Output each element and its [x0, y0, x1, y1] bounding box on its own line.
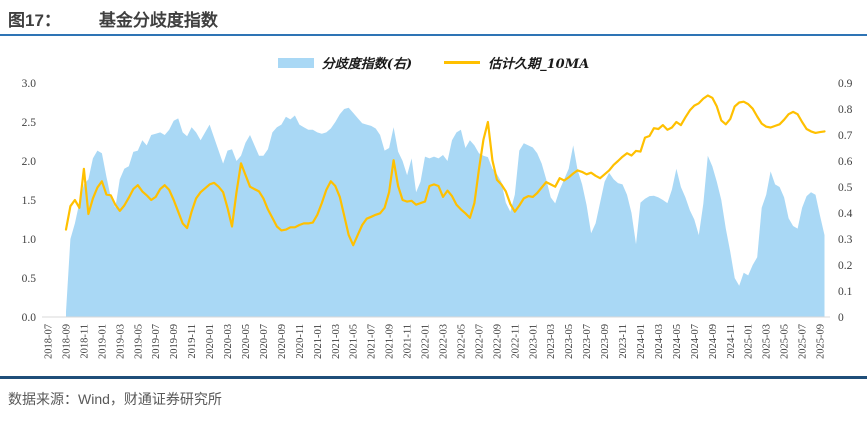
left-axis-tick-label: 2.5	[22, 117, 37, 129]
x-axis-tick-label: 2019-11	[187, 324, 198, 359]
x-axis-tick-label: 2024-01	[636, 324, 647, 359]
x-axis-tick-label: 2020-01	[205, 324, 216, 359]
x-axis-tick-label: 2023-01	[528, 324, 539, 359]
x-axis-tick-label: 2021-11	[403, 324, 414, 359]
legend-item-divergence-index: 分歧度指数(右)	[277, 53, 413, 72]
page-title: 基金分歧度指数	[98, 11, 218, 30]
x-axis-tick-label: 2019-05	[133, 324, 144, 359]
x-axis-tick-label: 2023-05	[564, 324, 575, 359]
data-source-note: 数据来源：Wind，财通证券研究所	[8, 391, 222, 407]
right-axis-tick-label: 0.4	[838, 208, 853, 220]
right-axis-tick-label: 0.6	[838, 156, 853, 168]
right-axis-tick-label: 0.3	[838, 234, 853, 246]
x-axis-tick-label: 2024-05	[672, 324, 683, 359]
x-axis-tick-label: 2024-07	[690, 324, 701, 359]
line-series-swatch	[444, 61, 481, 64]
x-axis-tick-label: 2024-09	[708, 324, 719, 359]
x-axis-tick-label: 2021-09	[385, 324, 396, 359]
left-axis-tick-label: 1.0	[22, 234, 37, 246]
right-axis-tick-label: 0	[838, 312, 844, 324]
x-axis-tick-label: 2025-01	[744, 324, 755, 359]
x-axis-tick-label: 2023-03	[546, 324, 557, 359]
right-axis-tick-label: 0.9	[838, 78, 853, 90]
x-axis-tick-label: 2022-09	[492, 324, 503, 359]
left-axis-tick-label: 0.0	[22, 312, 37, 324]
x-axis-tick-label: 2022-05	[456, 324, 467, 359]
footer-divider	[0, 376, 867, 379]
x-axis-tick-label: 2021-01	[313, 324, 324, 359]
left-axis-tick-label: 0.5	[22, 273, 37, 285]
right-axis-tick-label: 0.5	[838, 182, 853, 194]
x-axis-tick-label: 2020-09	[277, 324, 288, 359]
x-axis-tick-label: 2020-05	[241, 324, 252, 359]
x-axis-tick-label: 2022-03	[439, 324, 450, 359]
x-axis-tick-label: 2020-03	[223, 324, 234, 359]
header-divider	[0, 34, 867, 36]
right-axis-tick-label: 0.7	[838, 130, 853, 142]
x-axis-tick-label: 2019-03	[115, 324, 126, 359]
left-axis-tick-label: 3.0	[22, 78, 37, 90]
left-axis-tick-label: 1.5	[22, 195, 37, 207]
x-axis-tick-label: 2019-07	[151, 324, 162, 359]
chart-header: 图17： 基金分歧度指数	[8, 6, 218, 31]
chart-legend: 分歧度指数(右) 估计久期_10MA	[0, 53, 867, 72]
right-axis-tick-label: 0.1	[838, 286, 853, 298]
divergence-index-area	[66, 107, 825, 317]
x-axis-tick-label: 2022-07	[474, 324, 485, 359]
x-axis-tick-label: 2024-03	[654, 324, 665, 359]
left-axis-tick-label: 2.0	[22, 156, 37, 168]
x-axis-tick-label: 2021-05	[349, 324, 360, 359]
right-axis-tick-label: 0.2	[838, 260, 853, 272]
x-axis-tick-label: 2018-09	[62, 324, 73, 359]
x-axis-tick-label: 2019-09	[169, 324, 180, 359]
x-axis-tick-label: 2024-11	[726, 324, 737, 359]
chart-canvas: 0.0 0.5 1.0 1.5 2.0 2.5 3.0 0 0.1 0.2 0.3 0.4 0.5 0.6…	[22, 78, 853, 359]
area-series-swatch	[277, 57, 314, 68]
x-axis-tick-label: 2019-01	[97, 324, 108, 359]
x-axis-tick-label: 2022-11	[510, 324, 521, 359]
legend-item-estimated-duration: 估计久期_10MA	[444, 53, 589, 72]
x-axis-tick-label: 2023-07	[582, 324, 593, 359]
x-axis-tick-label: 2020-07	[259, 324, 270, 359]
x-axis-tick-label: 2021-03	[331, 324, 342, 359]
x-axis-tick-label: 2023-09	[600, 324, 611, 359]
x-axis-tick-label: 2025-03	[762, 324, 773, 359]
x-axis-tick-label: 2025-09	[816, 324, 827, 359]
x-axis-tick-label: 2025-07	[798, 324, 809, 359]
estimated-duration-line	[64, 94, 826, 247]
x-axis-tick-label: 2018-11	[79, 324, 90, 359]
x-axis-tick-label: 2022-01	[421, 324, 432, 359]
x-axis-tick-label: 2018-07	[44, 324, 55, 359]
legend-label: 估计久期_10MA	[488, 57, 590, 72]
figure-number-label: 图17：	[8, 11, 61, 30]
x-axis-tick-label: 2025-05	[780, 324, 791, 359]
x-axis-tick-label: 2020-11	[295, 324, 306, 359]
x-axis-tick-label: 2023-11	[618, 324, 629, 359]
x-axis-tick-label: 2021-07	[367, 324, 378, 359]
right-axis-tick-label: 0.8	[838, 104, 853, 116]
legend-label: 分歧度指数(右)	[321, 57, 413, 72]
